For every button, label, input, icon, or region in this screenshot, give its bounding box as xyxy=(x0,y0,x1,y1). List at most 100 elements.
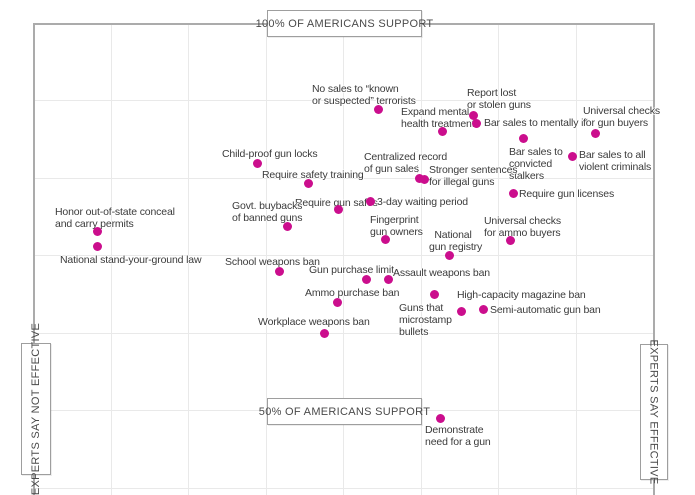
label-leader-line xyxy=(417,165,418,173)
scatter-point-label-semi-automatic-gun-ban: Semi-automatic gun ban xyxy=(490,304,601,316)
gridline-vertical xyxy=(111,23,112,495)
label-line: Expand mental xyxy=(401,106,470,118)
label-line: Govt. buybacks xyxy=(232,200,303,212)
scatter-point-dot-national-stand-your-ground xyxy=(92,241,102,251)
label-line: of gun sales xyxy=(364,163,419,175)
scatter-point-dot-no-sales-terrorists xyxy=(373,104,383,114)
scatter-point-dot-ammo-purchase-ban xyxy=(332,297,342,307)
scatter-point-label-bar-sales-convicted-stalkers: Bar sales to convicted stalkers xyxy=(509,146,563,182)
scatter-point-dot-guns-that-microstamp xyxy=(456,306,466,316)
scatter-point-dot-universal-checks-gun-buyers xyxy=(590,128,600,138)
scatter-point-dot-centralized-record xyxy=(414,173,424,183)
scatter-point-dot-require-safety-training xyxy=(303,178,313,188)
label-line: for gun buyers xyxy=(583,117,649,129)
scatter-point-dot-gun-purchase-limit xyxy=(361,274,371,284)
axis-label-top-text: 100% OF AMERICANS SUPPORT xyxy=(255,17,434,30)
scatter-point-dot-require-gun-safes xyxy=(333,204,343,214)
scatter-point-dot-fingerprint-gun-owners xyxy=(380,234,390,244)
scatter-point-dot-workplace-weapons-ban xyxy=(319,328,329,338)
scatter-point-label-honor-out-of-state-permits: Honor out-of-state conceal and carry perm… xyxy=(55,206,175,230)
scatter-point-label-expand-mental-health: Expand mental health treatment xyxy=(401,106,475,130)
scatter-point-label-universal-checks-ammo-buyers: Universal checks for ammo buyers xyxy=(484,215,561,239)
label-line: Bar sales to all xyxy=(579,149,646,161)
scatter-point-label-workplace-weapons-ban: Workplace weapons ban xyxy=(258,316,370,328)
scatter-point-label-school-weapons-ban: School weapons ban xyxy=(225,256,320,268)
label-line: Workplace weapons ban xyxy=(258,316,370,328)
label-line: Child-proof gun locks xyxy=(222,148,318,160)
scatter-point-label-ammo-purchase-ban: Ammo purchase ban xyxy=(305,287,399,299)
label-line: Stronger sentences xyxy=(429,164,518,176)
label-line: Ammo purchase ban xyxy=(305,287,400,299)
axis-label-bottom-text: 50% OF AMERICANS SUPPORT xyxy=(258,405,431,418)
scatter-point-label-govt-buybacks: Govt. buybacks of banned guns xyxy=(232,200,302,224)
scatter-point-dot-bar-sales-mentally-ill xyxy=(471,118,481,128)
gridline-vertical xyxy=(343,23,344,495)
label-line: bullets xyxy=(399,326,429,338)
scatter-point-dot-bar-sales-convicted-stalkers xyxy=(518,133,528,143)
label-line: Guns that xyxy=(399,302,444,314)
scatter-point-label-report-lost-stolen: Report lost or stolen guns xyxy=(467,87,531,111)
gridline-vertical xyxy=(576,23,577,495)
scatter-point-dot-universal-checks-ammo-buyers xyxy=(505,235,515,245)
label-line: Report lost xyxy=(467,87,517,99)
scatter-point-label-universal-checks-gun-buyers: Universal checks for gun buyers xyxy=(583,105,660,129)
scatter-point-label-stronger-sentences: Stronger sentences for illegal guns xyxy=(429,164,518,188)
label-line: gun owners xyxy=(370,226,423,238)
label-line: Bar sales to mentally ill xyxy=(484,117,588,129)
scatter-point-dot-semi-automatic-gun-ban xyxy=(478,304,488,314)
axis-label-left: EXPERTS SAY NOT EFFECTIVE xyxy=(21,323,51,495)
scatter-point-label-require-safety-training: Require safety training xyxy=(262,169,364,181)
axis-label-right-text: EXPERTS SAY EFFECTIVE xyxy=(648,339,660,485)
label-line: for illegal guns xyxy=(429,176,495,188)
scatter-point-label-high-capacity-magazine-ban: High-capacity magazine ban xyxy=(457,289,586,301)
scatter-point-dot-stronger-sentences xyxy=(419,174,429,184)
label-line: Universal checks xyxy=(583,105,660,117)
label-line: No sales to “known xyxy=(312,83,399,95)
label-line: Semi-automatic gun ban xyxy=(490,304,601,316)
label-line: for ammo buyers xyxy=(484,227,561,239)
scatter-point-label-fingerprint-gun-owners: Fingerprint gun owners xyxy=(370,214,423,238)
label-line: Bar sales to xyxy=(509,146,563,158)
gridline-vertical xyxy=(498,23,499,495)
scatter-point-dot-demonstrate-need xyxy=(435,413,445,423)
label-line: or suspected” terrorists xyxy=(312,95,416,107)
scatter-point-dot-three-day-waiting-period xyxy=(365,196,375,206)
scatter-point-dot-assault-weapons-ban xyxy=(383,274,393,284)
label-line: Gun purchase limit xyxy=(309,264,394,276)
gridline-vertical xyxy=(188,23,189,495)
scatter-point-label-three-day-waiting-period: 3-day waiting period xyxy=(377,196,468,208)
scatter-point-dot-require-gun-licenses xyxy=(508,188,518,198)
scatter-point-label-no-sales-terrorists: No sales to “known or suspected” terroris… xyxy=(312,83,416,107)
label-line: or stolen guns xyxy=(467,99,531,111)
label-line: Require safety training xyxy=(262,169,364,181)
label-line: need for a gun xyxy=(425,436,491,448)
axis-label-right: EXPERTS SAY EFFECTIVE xyxy=(640,339,668,485)
label-line: National xyxy=(434,229,472,241)
frame-left xyxy=(33,23,35,495)
label-line: Honor out-of-state conceal xyxy=(55,206,175,218)
gridline-vertical xyxy=(421,23,422,495)
scatter-point-label-national-gun-registry: National gun registry xyxy=(429,229,483,253)
label-line: Assault weapons ban xyxy=(393,267,490,279)
scatter-point-dot-bar-sales-violent-criminals xyxy=(567,151,577,161)
scatter-point-dot-child-proof-gun-locks xyxy=(252,158,262,168)
label-line: 3-day waiting period xyxy=(377,196,468,208)
scatter-point-dot-report-lost-stolen xyxy=(468,110,478,120)
gridline-vertical xyxy=(266,23,267,495)
frame-right xyxy=(653,23,655,495)
label-line: microstamp xyxy=(399,314,452,326)
label-line: stalkers xyxy=(509,170,544,182)
scatter-point-dot-national-gun-registry xyxy=(444,250,454,260)
scatter-point-label-national-stand-your-ground: National stand-your-ground law xyxy=(60,254,202,266)
scatter-point-label-bar-sales-violent-criminals: Bar sales to all violent criminals xyxy=(579,149,651,173)
scatter-point-dot-high-capacity-magazine-ban xyxy=(429,289,439,299)
label-line: gun registry xyxy=(429,241,483,253)
scatter-point-label-require-gun-safes: Require gun safes xyxy=(295,197,378,209)
label-line: School weapons ban xyxy=(225,256,320,268)
label-line: of banned guns xyxy=(232,212,303,224)
scatter-point-label-centralized-record: Centralized record of gun sales xyxy=(364,151,447,175)
label-line: Fingerprint xyxy=(370,214,419,226)
label-line: National stand-your-ground law xyxy=(60,254,202,266)
scatter-point-label-bar-sales-mentally-ill: Bar sales to mentally ill xyxy=(484,117,588,129)
